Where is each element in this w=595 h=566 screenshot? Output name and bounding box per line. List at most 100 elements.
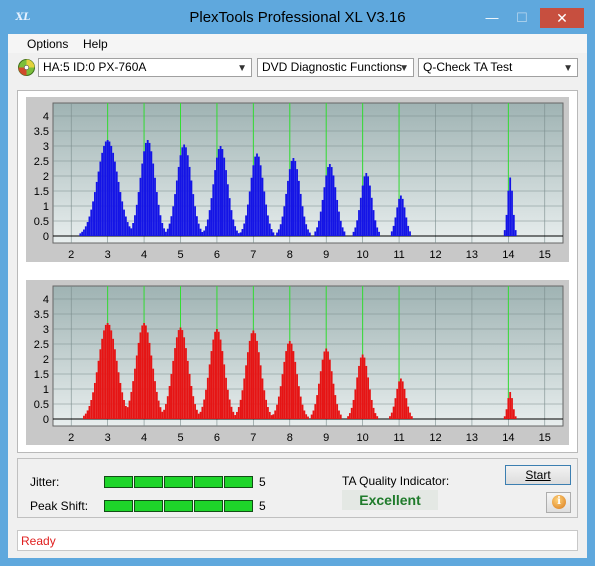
- histogram-bar: [505, 409, 508, 419]
- histogram-bar: [332, 175, 335, 236]
- histogram-bar: [99, 349, 102, 419]
- status-text: Ready: [21, 534, 56, 548]
- close-button[interactable]: ✕: [540, 8, 584, 28]
- minimize-button[interactable]: —: [485, 10, 499, 25]
- test-select[interactable]: Q-Check TA Test ▼: [418, 58, 578, 77]
- histogram-bar: [303, 410, 306, 419]
- histogram-bar: [241, 390, 244, 419]
- histogram-bar: [212, 339, 215, 419]
- histogram-bar: [245, 365, 247, 419]
- histogram-bar: [358, 210, 360, 236]
- histogram-bar: [155, 192, 158, 236]
- drive-select[interactable]: HA:5 ID:0 PX-760A ▼: [38, 58, 252, 77]
- histogram-bar: [312, 410, 315, 419]
- histogram-bar: [112, 152, 115, 236]
- histogram-bar: [307, 416, 309, 419]
- x-tick-label: 9: [323, 432, 329, 444]
- histogram-bar: [124, 406, 127, 419]
- histogram-bar: [321, 199, 324, 236]
- histogram-bar: [203, 230, 206, 236]
- x-tick-label: 10: [357, 249, 369, 261]
- histogram-bar: [144, 142, 147, 236]
- info-button[interactable]: i: [546, 492, 571, 513]
- histogram-bar: [203, 399, 206, 419]
- y-tick-label: 1: [43, 384, 49, 396]
- histogram-bar: [274, 410, 277, 419]
- histogram-bar: [361, 185, 364, 236]
- histogram-bar: [243, 223, 246, 236]
- chevron-down-icon: ▼: [237, 63, 247, 74]
- histogram-bar: [257, 156, 260, 236]
- histogram-bar: [106, 140, 109, 236]
- y-tick-label: 3: [43, 141, 49, 153]
- histogram-bar: [134, 368, 136, 419]
- histogram-bar: [101, 152, 104, 236]
- menu-options[interactable]: Options: [27, 37, 69, 51]
- histogram-bar: [296, 169, 298, 236]
- function-select[interactable]: DVD Diagnostic Functions ▼: [257, 58, 414, 77]
- histogram-bar: [210, 351, 213, 419]
- meter-segment: [164, 476, 193, 488]
- histogram-bar: [128, 226, 131, 236]
- histogram-bar: [267, 215, 269, 236]
- y-tick-label: 0.5: [34, 216, 49, 228]
- histogram-bar: [287, 180, 289, 236]
- histogram-bar: [327, 351, 329, 419]
- histogram-bar: [208, 210, 211, 236]
- x-tick-label: 10: [357, 432, 369, 444]
- histogram-bar: [246, 204, 249, 236]
- histogram-bar: [294, 160, 297, 236]
- menu-help[interactable]: Help: [83, 37, 108, 51]
- histogram-bar: [152, 368, 155, 419]
- histogram-bar: [228, 399, 231, 419]
- histogram-bar: [194, 206, 196, 236]
- histogram-bar: [146, 140, 149, 236]
- histogram-bar: [170, 373, 173, 419]
- title-bar[interactable]: XL PlexTools Professional XL V3.16 — ☐ ✕: [0, 0, 595, 34]
- histogram-bar: [257, 352, 260, 419]
- histogram-bar: [359, 357, 362, 419]
- histogram-bar: [263, 191, 266, 236]
- histogram-bar: [110, 330, 113, 419]
- histogram-bar: [338, 410, 340, 419]
- histogram-bar: [190, 180, 193, 236]
- histogram-bar: [392, 225, 395, 236]
- histogram-bar: [154, 381, 156, 419]
- histogram-bar: [296, 374, 298, 419]
- histogram-bar: [183, 144, 186, 236]
- histogram-bar: [398, 198, 400, 236]
- x-tick-label: 7: [250, 249, 256, 261]
- x-tick-label: 3: [105, 249, 111, 261]
- histogram-bar: [115, 171, 118, 236]
- histogram-bar: [101, 338, 104, 419]
- histogram-bar: [505, 214, 508, 236]
- histogram-bar: [318, 220, 320, 236]
- histogram-bar: [354, 389, 357, 419]
- histogram-bar: [399, 378, 402, 419]
- drive-select-value: HA:5 ID:0 PX-760A: [43, 60, 147, 74]
- histogram-bar: [137, 192, 140, 236]
- histogram-bar: [268, 411, 271, 419]
- histogram-bar: [268, 223, 271, 236]
- start-button[interactable]: Start: [505, 465, 571, 485]
- meter-segment: [224, 476, 253, 488]
- maximize-button[interactable]: ☐: [516, 10, 528, 25]
- start-button-label: Start: [525, 468, 551, 482]
- x-tick-label: 6: [214, 432, 220, 444]
- x-tick-label: 8: [287, 432, 293, 444]
- histogram-bar: [117, 181, 120, 236]
- x-tick-label: 3: [105, 432, 111, 444]
- histogram-bar: [103, 330, 105, 419]
- histogram-bar: [281, 216, 284, 236]
- histogram-bar: [90, 400, 93, 419]
- plot-area-top: [52, 102, 564, 244]
- histogram-bar: [226, 184, 229, 236]
- histogram-bar: [83, 415, 85, 419]
- histogram-bar: [390, 412, 393, 419]
- histogram-bar: [239, 399, 242, 419]
- histogram-bar: [135, 204, 138, 236]
- histogram-bar: [103, 145, 105, 236]
- histogram-bar: [188, 373, 191, 419]
- histogram-bar: [217, 149, 220, 236]
